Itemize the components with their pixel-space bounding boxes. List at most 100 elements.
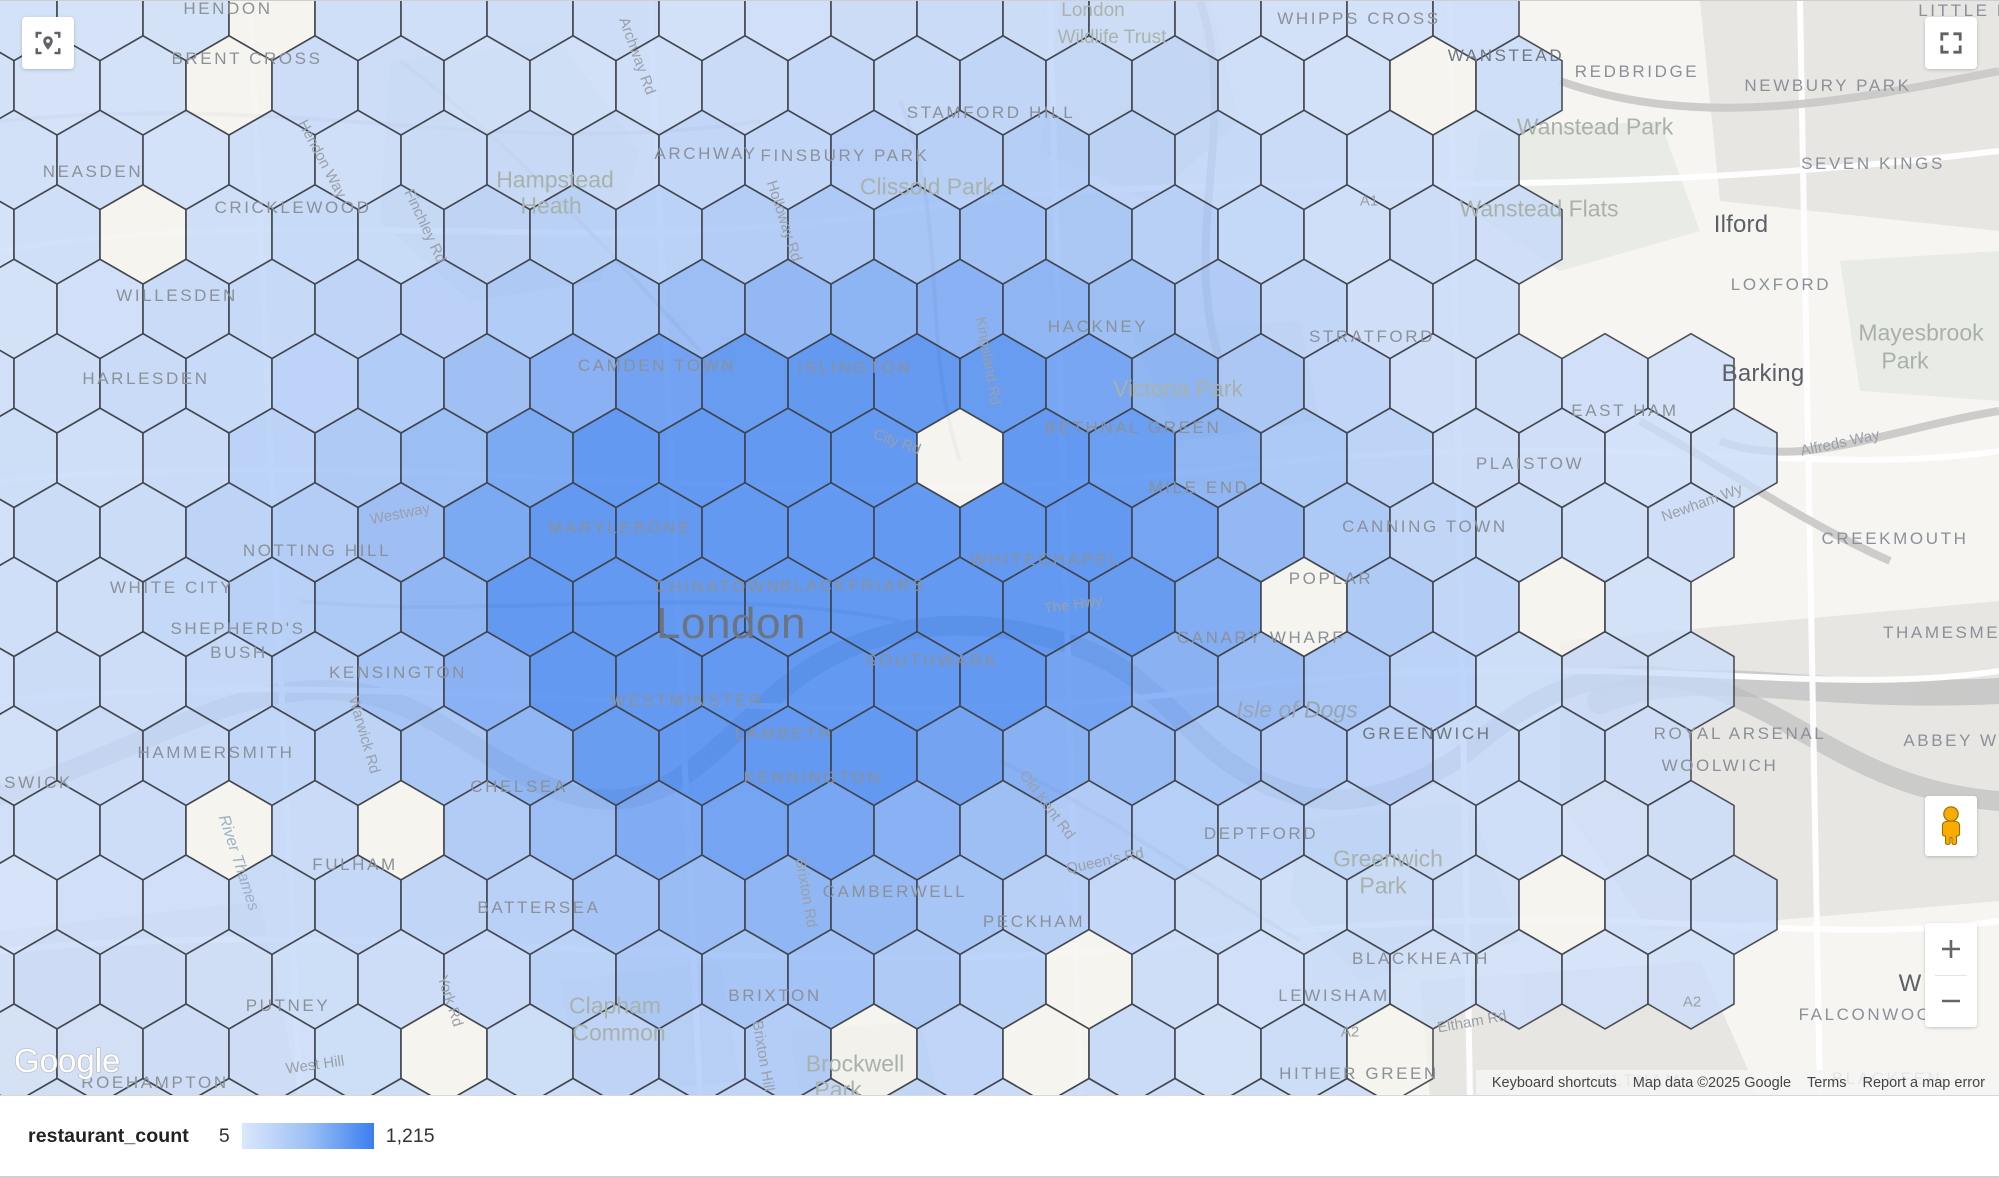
zoom-out-button[interactable] <box>1925 976 1977 1028</box>
map-label: LEWISHAM <box>1278 986 1390 1005</box>
map-label: The Hwy <box>1042 592 1104 618</box>
map-label: DEPTFORD <box>1203 824 1319 843</box>
map-label: Common <box>572 1019 666 1046</box>
map-label: HENDON <box>183 0 273 18</box>
map-label: Barking <box>1721 360 1805 387</box>
map-label: Kingsland Rd <box>971 315 1005 407</box>
map-label: PUTNEY <box>245 996 331 1015</box>
map-label: WESTMINSTER <box>609 691 765 710</box>
map-label: BRIXTON <box>728 986 822 1005</box>
map-label: MARYLEBONE <box>548 518 692 537</box>
map-label: FULHAM <box>312 855 398 874</box>
map-label: River Thames <box>215 812 262 913</box>
map-label: Clissold Park <box>859 173 995 200</box>
fullscreen-button[interactable] <box>1925 17 1977 69</box>
map-label: CAMDEN TOWN <box>577 356 737 375</box>
map-label: BUSH <box>210 643 268 662</box>
map-label: A2 <box>1682 993 1702 1011</box>
map-label: York Rd <box>433 973 467 1029</box>
map-label: Eltham Rd <box>1436 1007 1508 1037</box>
map-label: Wanstead Flats <box>1459 195 1619 222</box>
map-label: REDBRIDGE <box>1574 62 1700 81</box>
terms-link[interactable]: Terms <box>1807 1074 1847 1091</box>
map-label: BETHNAL GREEN <box>1044 418 1222 437</box>
map-label: SOUTHWARK <box>865 651 999 670</box>
zoom-controls[interactable] <box>1925 923 1977 1027</box>
map-data-credit: Map data ©2025 Google <box>1632 1074 1792 1091</box>
plus-icon <box>1942 939 1960 958</box>
map-label: ISLINGTON <box>797 358 913 377</box>
map-label: Victoria Park <box>1113 375 1243 402</box>
map-label: BLACKHEATH <box>1351 949 1491 968</box>
pegman-icon <box>1941 806 1961 846</box>
map-label: London <box>1061 0 1125 21</box>
map-label: Clapham <box>568 992 662 1019</box>
map-label: GREENWICH <box>1362 724 1492 743</box>
map-label: WOOLWICH <box>1661 756 1779 775</box>
map-label: West Hill <box>284 1052 346 1078</box>
map-label: Alfreds Way <box>1798 426 1882 460</box>
map-label: KENNINGTON <box>743 768 883 787</box>
map-label: ROYAL ARSENAL <box>1653 724 1827 743</box>
map-label: Archway Rd <box>615 15 659 97</box>
map-label: Isle of Dogs <box>1236 696 1358 723</box>
map-label: London <box>656 599 806 648</box>
report-map-error-link[interactable]: Report a map error <box>1862 1074 1986 1091</box>
zoom-in-button[interactable] <box>1925 923 1977 975</box>
map-label: CANARY WHARF <box>1176 628 1346 647</box>
map-label: Ilford <box>1713 211 1769 238</box>
map-label: Hampstead <box>496 166 614 193</box>
map-label: NEWBURY PARK <box>1744 76 1912 95</box>
map-label: KENSINGTON <box>328 663 468 682</box>
map-label: CHELSEA <box>470 777 568 796</box>
map-label: NEASDEN <box>42 162 144 181</box>
minus-icon <box>1942 999 1960 1003</box>
map-label: STAMFORD HILL <box>906 103 1076 122</box>
fullscreen-icon <box>1940 32 1962 54</box>
map-label: Wildlife Trust <box>1057 27 1167 48</box>
map-label: WANSTEAD <box>1447 46 1565 65</box>
map-label: FINSBURY PARK <box>760 146 930 165</box>
map-label: Brockwell <box>805 1050 905 1077</box>
recenter-button[interactable] <box>22 17 74 69</box>
legend-max-value: 1,215 <box>385 1124 435 1147</box>
map-label: STRATFORD <box>1308 327 1436 346</box>
recenter-icon <box>35 31 61 55</box>
map-label: Finchley Rd <box>400 186 450 266</box>
map-label: W <box>1898 970 1922 997</box>
keyboard-shortcuts-link[interactable]: Keyboard shortcuts <box>1491 1074 1617 1091</box>
map-label: HARLESDEN <box>82 369 210 388</box>
map-label: Park <box>814 1076 862 1096</box>
map-label: WHITECHAPEL <box>970 550 1122 569</box>
map-label: LOXFORD <box>1730 275 1832 294</box>
map-label: Mayesbrook <box>1858 319 1984 346</box>
street-view-pegman-button[interactable] <box>1925 796 1977 856</box>
map-label: Westway <box>368 499 432 529</box>
map-label: Old Kent Rd <box>1015 767 1079 843</box>
map-label: Wanstead Park <box>1516 113 1674 140</box>
map-label: PECKHAM <box>982 912 1086 931</box>
map-label: ROEHAMPTON <box>81 1073 229 1092</box>
map-label: Heath <box>520 192 582 219</box>
map-label: ABBEY W <box>1903 731 1999 750</box>
map-label: HITHER GREEN <box>1279 1064 1439 1083</box>
map-label: Park <box>1881 347 1929 374</box>
map-label: Warwick Rd <box>344 694 384 776</box>
map-label: NOTTING HILL <box>242 541 392 560</box>
map-label: HAMMERSMITH <box>137 743 295 762</box>
map-label: EAST HAM <box>1571 401 1679 420</box>
map-label: CHISWICK <box>0 773 73 792</box>
map-label-layer: HENDON BRENT CROSS London Wildlife Trust WHI… <box>0 0 1999 1096</box>
map-label: LAMBETH <box>734 724 834 743</box>
map-label: A1 <box>1359 192 1379 210</box>
map-label: CRICKLEWOOD <box>214 198 372 217</box>
map-label: Park <box>1359 872 1407 899</box>
map-label: POPLAR <box>1288 569 1374 588</box>
map-label: WHIPPS CROSS <box>1277 9 1441 28</box>
legend-min-value: 5 <box>218 1124 230 1147</box>
map-label: BATTERSEA <box>477 898 601 917</box>
map-canvas[interactable]: HENDON BRENT CROSS London Wildlife Trust WHI… <box>0 0 1999 1096</box>
map-label: Hendon Way <box>294 116 350 202</box>
map-label: Holloway Rd <box>762 178 806 264</box>
